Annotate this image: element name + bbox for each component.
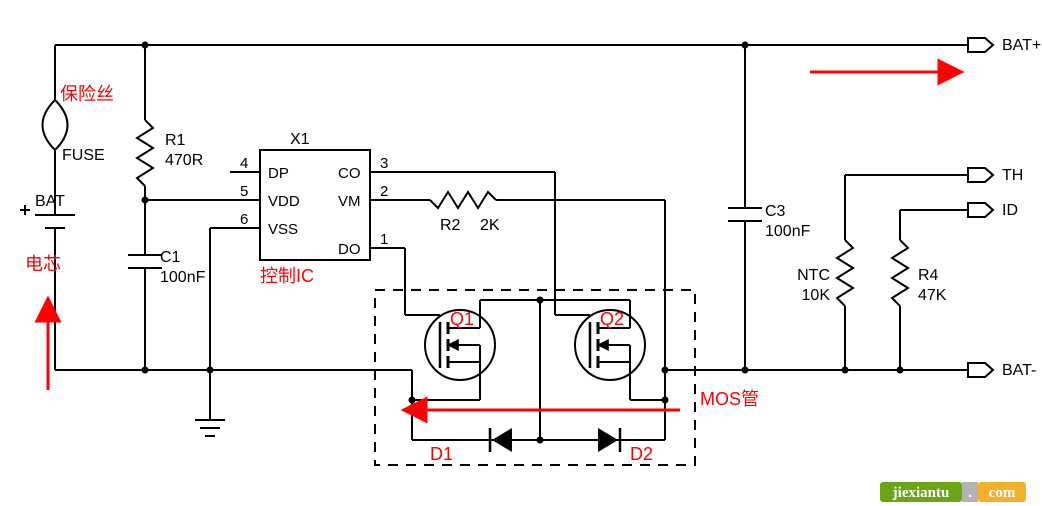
x1-name: X1: [290, 131, 310, 148]
pin-co: CO: [338, 165, 361, 182]
r4-value: 47K: [918, 287, 947, 304]
watermark: jiexiantu . com: [880, 482, 1026, 502]
circuit-schematic: FUSE BAT R1 470R C1 100nF X1 4 5 6 3 2 1…: [0, 0, 1042, 506]
th-label: TH: [1002, 167, 1023, 184]
watermark-text3: com: [989, 485, 1016, 501]
pin-num-6: 6: [240, 211, 248, 228]
r1-value: 470R: [165, 152, 203, 169]
ntc-value: 10K: [802, 287, 831, 304]
d2-label: D2: [630, 444, 653, 464]
c1-value: 100nF: [160, 269, 206, 286]
fuse-symbol: [43, 100, 56, 150]
resistor-ntc: [837, 240, 853, 306]
mosfet-group-box: [375, 290, 695, 465]
watermark-text2: .: [968, 485, 972, 501]
junction-dot: [742, 42, 749, 49]
pin-num-3: 3: [380, 155, 388, 172]
resistor-r1: [137, 120, 153, 186]
connector-id: [968, 203, 993, 217]
fuse-label-zh: 保险丝: [60, 84, 114, 104]
resistor-r4: [892, 240, 908, 306]
junction-dot: [409, 397, 416, 404]
pin-dp: DP: [268, 165, 289, 182]
fuse-symbol: [55, 100, 68, 150]
junction-dot: [662, 397, 669, 404]
pin-vss: VSS: [268, 221, 298, 238]
junction-dot: [897, 367, 904, 374]
d1-label: D1: [430, 444, 453, 464]
cell-label-zh: 电芯: [25, 254, 61, 274]
watermark-text1: jiexiantu: [892, 485, 950, 501]
fuse-label-en: FUSE: [62, 147, 105, 164]
junction-dot: [742, 367, 749, 374]
r2-name: R2: [440, 217, 461, 234]
junction-dot: [142, 42, 149, 49]
q1-label: Q1: [450, 309, 474, 329]
pin-num-2: 2: [380, 183, 388, 200]
r4-name: R4: [918, 267, 939, 284]
q2-label: Q2: [600, 309, 624, 329]
pin-num-4: 4: [240, 155, 248, 172]
connector-bat-minus: [968, 363, 993, 377]
pin-num-1: 1: [380, 231, 388, 248]
bat-label: BAT: [35, 193, 65, 210]
ntc-name: NTC: [797, 267, 830, 284]
junction-dot: [842, 367, 849, 374]
ic-label-zh: 控制IC: [260, 266, 314, 286]
pin-num-5: 5: [240, 183, 248, 200]
r1-name: R1: [165, 132, 186, 149]
pin-do: DO: [338, 241, 361, 258]
c3-value: 100nF: [765, 223, 811, 240]
r2-value: 2K: [480, 217, 500, 234]
pin-vm: VM: [338, 193, 361, 210]
resistor-r2: [430, 192, 496, 208]
connector-th: [968, 168, 993, 182]
bat-plus-label: BAT+: [1002, 37, 1041, 54]
id-label: ID: [1002, 202, 1018, 219]
mos-label-zh: MOS管: [700, 389, 759, 409]
c1-name: C1: [160, 249, 181, 266]
connector-bat-plus: [968, 38, 993, 52]
junction-dot: [537, 437, 544, 444]
junction-dot: [142, 367, 149, 374]
bat-minus-label: BAT-: [1002, 362, 1036, 379]
junction-dot: [537, 297, 544, 304]
c3-name: C3: [765, 203, 786, 220]
pin-vdd: VDD: [268, 193, 300, 210]
